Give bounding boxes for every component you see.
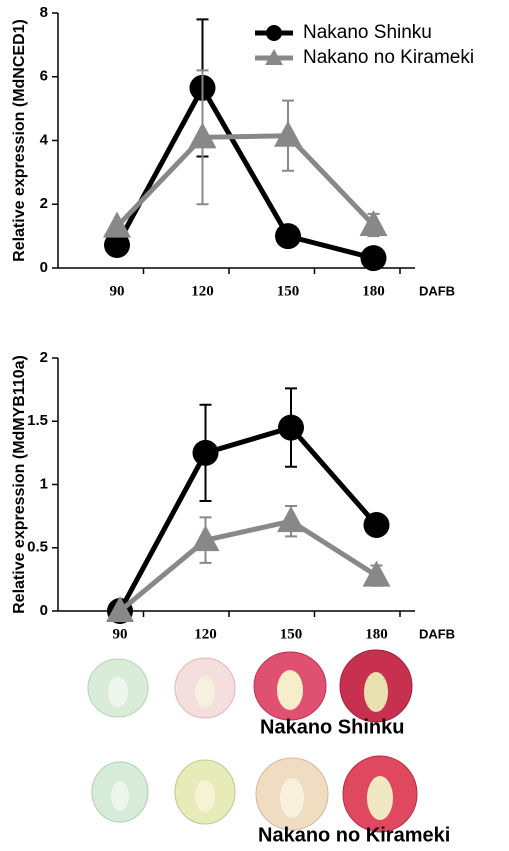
x-tick-label: 180 <box>362 283 385 299</box>
data-point <box>361 245 387 271</box>
x-tick-label: 90 <box>110 283 125 299</box>
y-axis-label: Relative expression (MdMYB110a) <box>11 355 28 614</box>
x-tick-label: 90 <box>113 626 128 642</box>
legend-label: Nakano no Kirameki <box>303 47 474 68</box>
photo-label: Nakano no Kirameki <box>258 824 450 846</box>
series-line <box>120 428 377 611</box>
photo-label: Nakano Shinku <box>260 716 404 738</box>
data-point <box>364 512 390 538</box>
series-line <box>117 88 374 258</box>
figure: Nakano Shinku Nakano no Kirameki 0 2 4 6 8 90… <box>0 0 509 851</box>
x-tick-label: 120 <box>191 283 214 299</box>
y-tick-label: 8 <box>40 4 48 21</box>
x-unit: DAFB <box>419 283 455 298</box>
data-point <box>193 440 219 466</box>
x-tick-label: 120 <box>194 626 217 642</box>
y-tick-label: 6 <box>40 68 48 85</box>
y-tick-label: 2 <box>40 195 48 212</box>
y-tick-label: 0 <box>40 602 48 619</box>
y-tick-label: 0 <box>40 259 48 276</box>
apple-photos <box>88 650 417 832</box>
y-axis-label: Relative expression (MdNCED1) <box>11 19 28 262</box>
legend-label: Nakano Shinku <box>303 22 432 43</box>
y-tick-label: 1.5 <box>27 412 48 429</box>
y-tick-label: 4 <box>40 131 49 148</box>
series-line <box>117 136 374 227</box>
data-point <box>278 415 304 441</box>
x-tick-label: 150 <box>280 626 303 642</box>
legend-marker <box>266 25 282 41</box>
x-tick-label: 180 <box>365 626 388 642</box>
y-tick-label: 1 <box>40 475 48 492</box>
data-point <box>363 561 391 587</box>
y-tick-label: 2 <box>40 349 48 366</box>
data-point <box>277 506 305 532</box>
x-unit: DAFB <box>419 626 455 641</box>
data-point <box>275 223 301 249</box>
y-tick-label: 0.5 <box>27 539 48 556</box>
x-tick-label: 150 <box>277 283 300 299</box>
